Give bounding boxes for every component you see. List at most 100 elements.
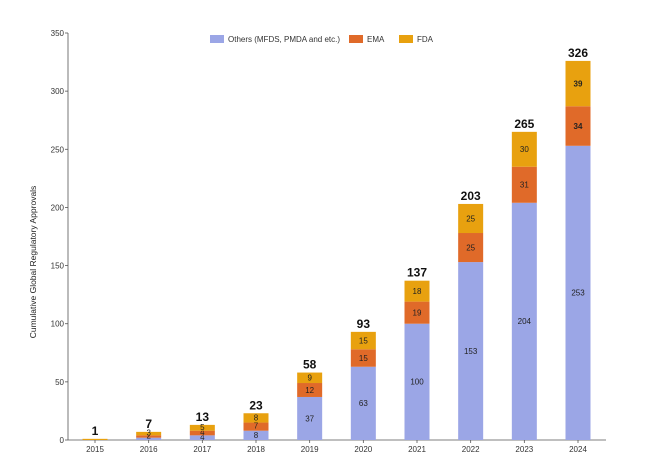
- x-tick-label: 2022: [462, 445, 480, 454]
- bar-segment: [297, 372, 323, 384]
- y-tick-label: 0: [60, 436, 65, 445]
- bar-stack-2021: 100 19 18 137: [404, 266, 430, 440]
- bar-stack-2020: 63 15 15 93: [350, 317, 376, 440]
- segment-label: 34: [574, 122, 583, 131]
- segment-label: 100: [410, 378, 424, 387]
- total-label: 137: [407, 266, 427, 280]
- bar-stack-2024: 253 34 39 326: [565, 46, 591, 440]
- y-tick-label: 50: [55, 378, 64, 387]
- bar-segment: [458, 203, 484, 234]
- x-tick-label: 2019: [301, 445, 319, 454]
- bar-segment: [511, 202, 537, 440]
- segment-label: 204: [518, 317, 532, 326]
- bar-segment: [243, 430, 269, 440]
- segment-label: 8: [254, 414, 259, 423]
- x-tick-label: 2016: [140, 445, 158, 454]
- x-axis: 2015 2016 2017 2018 2019 2020 2021 2022 2023 2024: [68, 439, 606, 454]
- segment-label: 7: [254, 422, 259, 431]
- segment-label: 15: [359, 336, 368, 345]
- total-label: 326: [568, 46, 588, 60]
- x-tick-label: 2018: [247, 445, 265, 454]
- bar-segment: [458, 262, 484, 440]
- bar-stack-2019: 37 12 9 58: [297, 358, 323, 440]
- total-label: 1: [92, 424, 99, 438]
- bar-segment: [243, 422, 269, 431]
- segment-label: 63: [359, 399, 368, 408]
- y-tick-label: 200: [51, 203, 65, 212]
- segment-label: 31: [520, 181, 529, 190]
- legend-label: FDA: [417, 35, 434, 44]
- bar-segment: [82, 438, 108, 440]
- bar-segment: [565, 106, 591, 146]
- total-label: 203: [461, 189, 481, 203]
- bar-segment: [350, 366, 376, 440]
- bar-segment: [458, 233, 484, 263]
- bar-segment: [136, 431, 162, 436]
- bar-segment: [136, 435, 162, 438]
- segment-label: 37: [305, 414, 314, 423]
- bar-stack-2023: 204 31 30 265: [511, 117, 537, 440]
- bars: 1 237445138782337129586315159310019181371…: [82, 46, 591, 442]
- bar-segment: [511, 166, 537, 203]
- segment-label: 3: [146, 429, 151, 438]
- legend-item: EMA: [349, 35, 385, 44]
- segment-label: 8: [254, 431, 259, 440]
- segment-label: 12: [305, 386, 314, 395]
- y-axis-title: Cumulative Global Regulatory Approvals: [28, 186, 38, 339]
- legend-swatch: [210, 35, 224, 43]
- total-label: 7: [145, 417, 152, 431]
- bar-stack-2022: 153 25 25 203: [458, 189, 484, 440]
- total-label: 58: [303, 358, 317, 372]
- legend-item: FDA: [399, 35, 434, 44]
- x-tick-label: 2020: [354, 445, 372, 454]
- x-tick-label: 2021: [408, 445, 426, 454]
- bar-segment: [189, 430, 215, 436]
- bar-segment: [189, 424, 215, 431]
- segment-label: 39: [574, 79, 583, 88]
- bar-segment: [136, 437, 162, 440]
- total-label: 93: [357, 317, 371, 331]
- segment-label: 30: [520, 145, 529, 154]
- segment-label: 15: [359, 354, 368, 363]
- y-tick-label: 350: [51, 29, 65, 38]
- y-tick-label: 150: [51, 262, 65, 271]
- bar-segment: [404, 280, 430, 302]
- x-tick-label: 2024: [569, 445, 587, 454]
- segment-label: 18: [413, 287, 422, 296]
- legend-item: Others (MFDS, PMDA and etc.): [210, 35, 340, 44]
- segment-label: 4: [200, 428, 205, 437]
- y-tick-label: 100: [51, 320, 65, 329]
- legend-swatch: [349, 35, 363, 43]
- bar-segment: [350, 349, 376, 367]
- total-label: 13: [196, 410, 210, 424]
- x-tick-label: 2023: [515, 445, 533, 454]
- legend-label: EMA: [367, 35, 385, 44]
- bar-segment: [404, 301, 430, 324]
- bar-segment: [511, 131, 537, 167]
- y-tick-label: 250: [51, 145, 65, 154]
- segment-label: 4: [200, 433, 205, 442]
- segment-label: 5: [200, 423, 205, 432]
- bar-segment: [243, 413, 269, 423]
- segment-label: 2: [146, 432, 151, 441]
- segment-label: 25: [466, 214, 475, 223]
- legend-swatch: [399, 35, 413, 43]
- bar-segment: [350, 331, 376, 350]
- segment-label: 9: [307, 374, 312, 383]
- total-label: 23: [249, 398, 263, 412]
- x-tick-label: 2017: [193, 445, 211, 454]
- segment-label: 153: [464, 347, 478, 356]
- legend: Others (MFDS, PMDA and etc.) EMA FDA: [210, 35, 434, 44]
- legend-label: Others (MFDS, PMDA and etc.): [228, 35, 340, 44]
- bar-segment: [404, 323, 430, 440]
- bar-segment: [297, 396, 323, 440]
- bar-segment: [565, 145, 591, 440]
- bar-stack-2018: 878 23: [243, 398, 269, 440]
- bar-stack-2016: 237: [136, 417, 162, 441]
- y-axis: 0 50 100 150 200 250 300 350: [51, 29, 69, 445]
- y-tick-label: 300: [51, 87, 65, 96]
- total-label: 265: [514, 117, 534, 131]
- bar-segment: [189, 435, 215, 440]
- x-tick-label: 2015: [86, 445, 104, 454]
